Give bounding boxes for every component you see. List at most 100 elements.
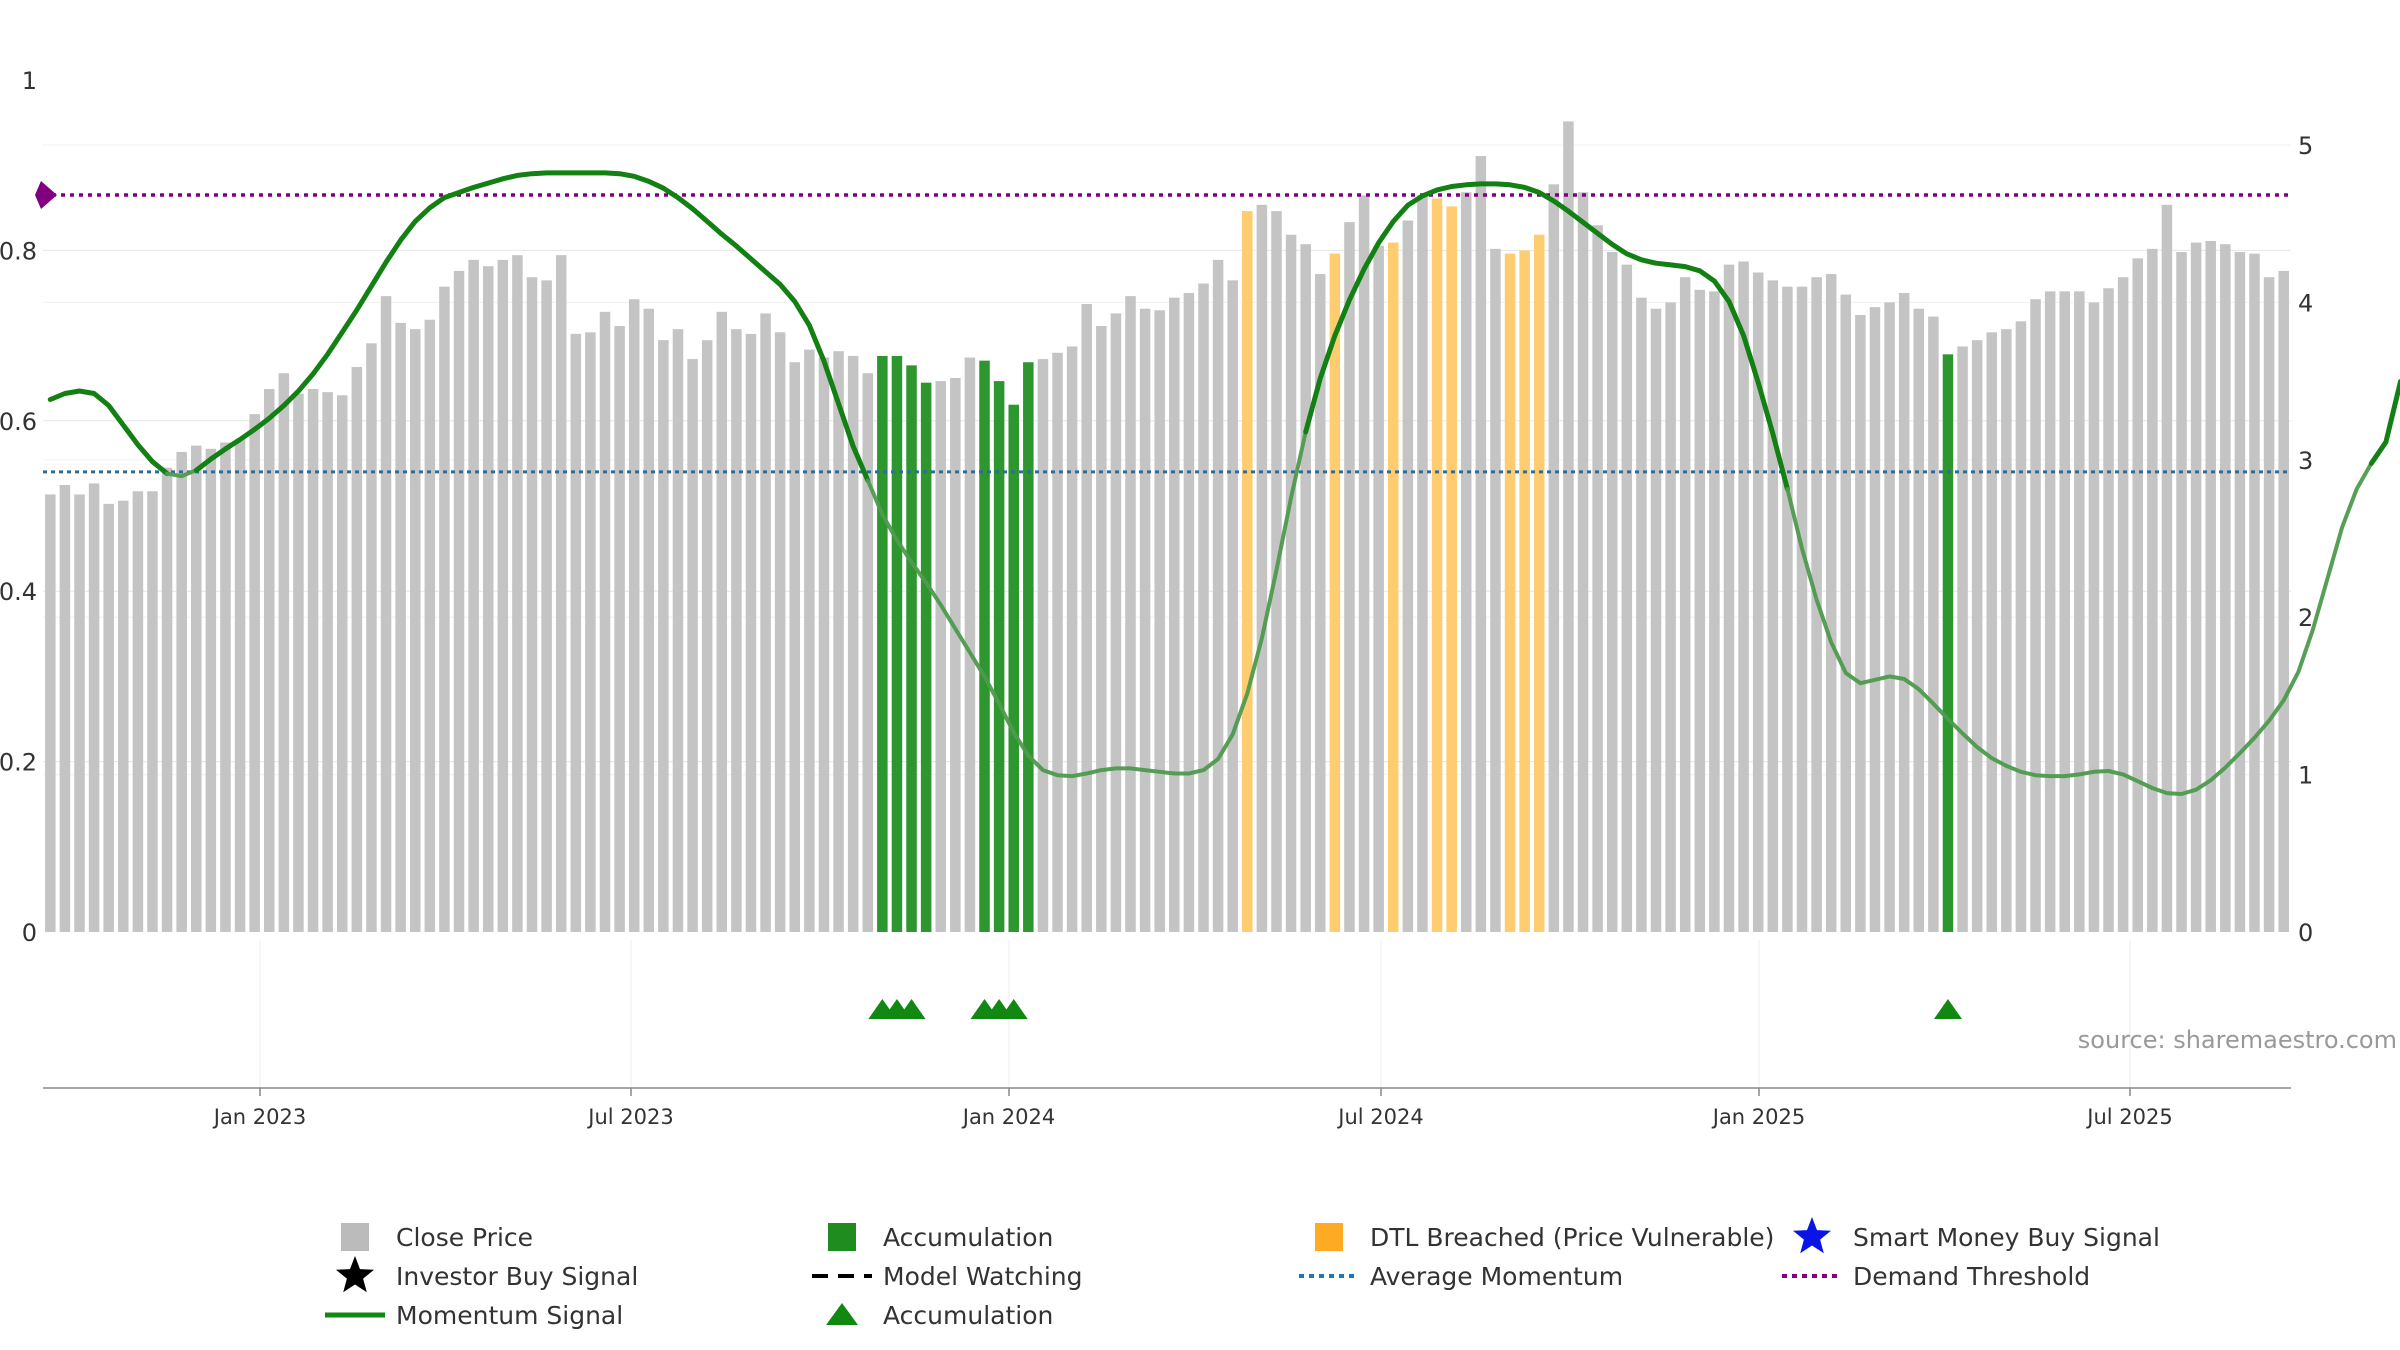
- close-price-bar: [497, 259, 509, 932]
- close-price-bar: [555, 255, 567, 932]
- close-price-bar: [1592, 225, 1603, 932]
- close-price-bar: [336, 395, 348, 932]
- x-axis-tick-label: Jan 2025: [1711, 1105, 1806, 1129]
- left-axis-tick-label: 1: [22, 67, 37, 95]
- close-price-bar: [1256, 204, 1268, 932]
- close-price-bar: [964, 357, 976, 932]
- close-price-bar: [2074, 291, 2085, 932]
- legend-label: Close Price: [396, 1223, 533, 1252]
- close-price-bar: [731, 329, 742, 932]
- legend-entry: Investor Buy Signal: [336, 1256, 638, 1293]
- close-price-bar: [453, 270, 465, 932]
- close-price-bar: [1855, 314, 1866, 932]
- close-price-bar: [672, 329, 684, 932]
- close-price-bar: [1577, 192, 1589, 933]
- legend-swatch-square: [341, 1223, 369, 1251]
- legend-label: Investor Buy Signal: [396, 1262, 638, 1291]
- close-price-bar: [1679, 277, 1691, 933]
- close-price-bar: [585, 332, 596, 932]
- close-price-bar: [1358, 195, 1370, 932]
- left-axis-tick-label: 0: [22, 919, 37, 947]
- close-price-bar: [1490, 248, 1501, 932]
- accumulation-marker-triangle: [999, 999, 1028, 1019]
- close-price-bar: [1913, 308, 1925, 932]
- legend-entry: Smart Money Buy Signal: [1793, 1217, 2160, 1254]
- close-price-bar: [760, 313, 771, 932]
- close-price-bar: [439, 286, 450, 932]
- close-price-bar: [1928, 316, 1939, 932]
- dtl-breached-bar: [1388, 242, 1399, 933]
- close-price-bar: [2103, 288, 2114, 933]
- left-axis-tick-label: 0.4: [0, 578, 37, 606]
- momentum-signal-strong: [193, 170, 871, 483]
- close-price-bar: [380, 296, 392, 933]
- close-price-bar: [1709, 291, 1720, 932]
- close-price-bar: [862, 373, 874, 933]
- grid-lines: [43, 144, 2291, 1088]
- watermark-text: source: sharemaestro.com: [2078, 1026, 2397, 1054]
- close-price-bar: [2161, 204, 2173, 932]
- legend-entry: Close Price: [341, 1223, 533, 1252]
- close-price-bar: [1986, 332, 1998, 932]
- momentum-signal-faded: [165, 468, 199, 479]
- close-price-bar: [1373, 245, 1384, 933]
- left-axis-tick-label: 0.8: [0, 237, 37, 265]
- close-price-bar: [161, 467, 173, 932]
- legend-entry: Accumulation: [828, 1223, 1053, 1252]
- close-price-bar: [1548, 184, 1560, 933]
- accumulation-markers: [868, 999, 1962, 1019]
- demand-threshold-marker: [35, 181, 57, 210]
- close-price-bar: [1738, 261, 1749, 933]
- close-price-bar: [1723, 264, 1735, 932]
- close-price-bar: [1475, 156, 1487, 932]
- legend-entry: Demand Threshold: [1782, 1262, 2090, 1291]
- close-price-bar: [2088, 302, 2100, 932]
- close-price-bar: [745, 333, 757, 932]
- momentum-signal-line: [47, 170, 2400, 796]
- close-price-bar: [1840, 294, 1852, 932]
- close-price-bar: [2147, 248, 2158, 932]
- close-price-bar: [1460, 192, 1472, 933]
- close-price-bar: [1825, 274, 1837, 932]
- close-price-bar: [249, 414, 260, 932]
- dtl-breached-bar: [1446, 206, 1457, 932]
- right-axis-tick-label: 5: [2298, 132, 2313, 160]
- dtl-breached-bar: [1329, 253, 1341, 933]
- accumulation-bar: [906, 365, 917, 932]
- close-price-bar: [1869, 307, 1881, 932]
- close-price-bar: [614, 326, 625, 932]
- legend-entry: Model Watching: [812, 1262, 1083, 1291]
- dtl-breached-bar: [1533, 234, 1545, 933]
- x-axis-tick-label: Jul 2025: [2085, 1105, 2172, 1129]
- close-price-bar: [234, 439, 246, 932]
- legend-label: Average Momentum: [1370, 1262, 1623, 1291]
- close-price-bar: [512, 255, 523, 932]
- close-price-bar: [2015, 321, 2027, 932]
- close-price-bar: [395, 322, 406, 932]
- close-price-bar: [1300, 244, 1311, 932]
- close-price-bar: [1212, 259, 1224, 932]
- close-price-bar: [1563, 121, 1574, 932]
- x-axis-tick-label: Jul 2023: [586, 1105, 673, 1129]
- close-price-bar: [789, 362, 801, 933]
- close-price-bar: [103, 503, 114, 932]
- close-price-bar: [1183, 292, 1195, 933]
- legend-label: Accumulation: [883, 1223, 1053, 1252]
- right-axis-tick-label: 1: [2298, 762, 2313, 790]
- close-price-bar: [59, 484, 71, 932]
- close-price-bar: [2176, 252, 2187, 932]
- close-price-bar: [1285, 234, 1297, 933]
- close-price-bar: [205, 448, 217, 932]
- legend-label: Momentum Signal: [396, 1301, 623, 1330]
- accumulation-bar: [891, 355, 903, 932]
- accumulation-marker-triangle: [897, 999, 926, 1019]
- close-price-bar: [628, 299, 640, 932]
- close-price-bar: [468, 259, 479, 932]
- close-price-bar: [74, 494, 85, 932]
- momentum-signal-strong: [47, 388, 170, 477]
- close-price-bar: [45, 494, 56, 932]
- accumulation-bar: [1023, 362, 1034, 933]
- close-price-bar: [1665, 302, 1676, 932]
- legend-swatch-triangle-icon: [826, 1303, 858, 1325]
